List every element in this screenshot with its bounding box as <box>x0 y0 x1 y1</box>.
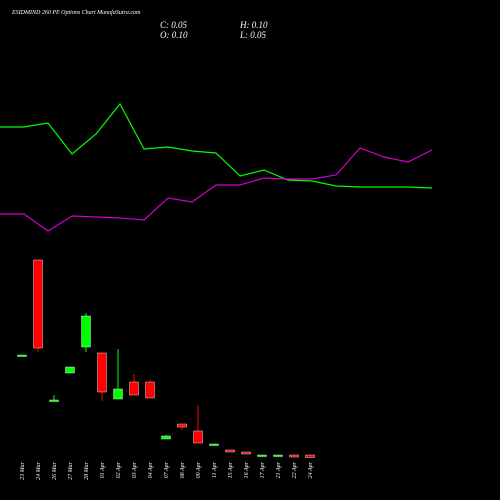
x-tick-label: 26 Mar <box>52 461 58 479</box>
line-series <box>0 102 433 189</box>
x-tick-label: 16 Apr <box>244 461 250 478</box>
x-tick-label: 01 Apr <box>100 461 106 478</box>
candle-body <box>129 381 139 396</box>
candle-body <box>97 352 107 393</box>
x-tick-label: 22 Apr <box>292 461 298 478</box>
candle-body <box>17 354 27 357</box>
x-tick-label: 23 Mar <box>20 461 26 479</box>
candle-body <box>305 454 315 458</box>
candle-body <box>209 443 219 446</box>
x-tick-label: 03 Apr <box>132 461 138 478</box>
candle-body <box>65 366 75 374</box>
candle-body <box>33 259 43 349</box>
candle-body <box>145 381 155 399</box>
x-tick-label: 27 Mar <box>68 461 74 479</box>
line-series <box>0 147 433 232</box>
candle-body <box>241 451 251 455</box>
candle-body <box>161 435 171 440</box>
candle-body <box>257 454 267 457</box>
candle-body <box>49 399 59 402</box>
x-tick-label: 11 Apr <box>212 461 218 478</box>
x-tick-label: 17 Apr <box>260 461 266 478</box>
x-tick-label: 21 Apr <box>276 461 282 478</box>
x-tick-label: 24 Apr <box>307 461 314 478</box>
chart-title: ESIDMIND 260 PE Options Chart MunafaSutr… <box>11 9 141 16</box>
candle-body <box>225 449 235 453</box>
x-tick-label: 08 Apr <box>180 461 186 478</box>
candle-body <box>81 315 91 348</box>
x-tick-label: 24 Mar <box>35 461 42 479</box>
x-tick-label: 04 Apr <box>147 461 154 478</box>
x-tick-label: 02 Apr <box>116 461 122 478</box>
high-info: H: 0.10 <box>239 20 268 30</box>
candle-body <box>193 430 203 444</box>
x-tick-label: 28 Mar <box>84 461 90 479</box>
x-tick-label: 09 Apr <box>196 461 202 478</box>
candle-body <box>177 423 187 428</box>
close-info: C: 0.05 <box>160 20 188 30</box>
open-info: O: 0.10 <box>160 30 188 40</box>
low-info: L: 0.05 <box>239 30 267 40</box>
x-tick-label: 15 Apr <box>228 461 234 478</box>
candle-body <box>113 388 123 400</box>
candle-body <box>289 454 299 458</box>
x-tick-label: 07 Apr <box>164 461 170 478</box>
candle-body <box>273 454 283 457</box>
